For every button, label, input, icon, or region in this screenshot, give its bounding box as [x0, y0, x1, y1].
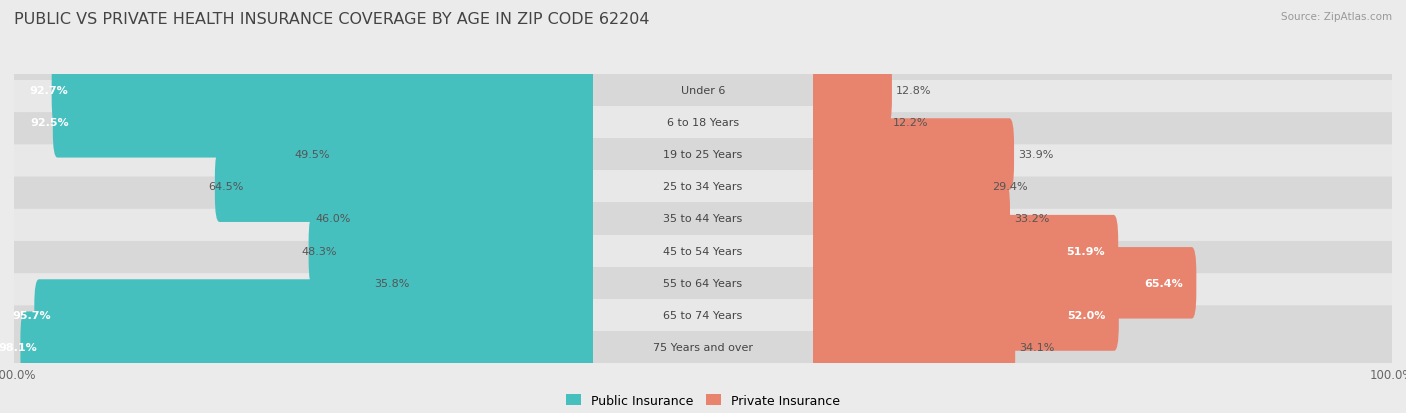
FancyBboxPatch shape: [808, 49, 1396, 132]
FancyBboxPatch shape: [808, 183, 1010, 254]
FancyBboxPatch shape: [808, 151, 988, 223]
FancyBboxPatch shape: [10, 49, 598, 132]
FancyBboxPatch shape: [10, 177, 598, 261]
FancyBboxPatch shape: [309, 215, 598, 287]
FancyBboxPatch shape: [593, 107, 813, 139]
FancyBboxPatch shape: [808, 55, 891, 126]
FancyBboxPatch shape: [808, 81, 1396, 164]
FancyBboxPatch shape: [808, 273, 1396, 357]
Text: 55 to 64 Years: 55 to 64 Years: [664, 278, 742, 288]
Text: 92.5%: 92.5%: [31, 118, 69, 128]
FancyBboxPatch shape: [322, 183, 598, 254]
Legend: Public Insurance, Private Insurance: Public Insurance, Private Insurance: [567, 394, 839, 407]
Text: Under 6: Under 6: [681, 85, 725, 95]
Text: 51.9%: 51.9%: [1066, 246, 1105, 256]
Text: 29.4%: 29.4%: [993, 182, 1028, 192]
FancyBboxPatch shape: [302, 119, 598, 190]
FancyBboxPatch shape: [52, 55, 598, 126]
Text: 92.7%: 92.7%: [30, 85, 67, 95]
FancyBboxPatch shape: [808, 209, 1396, 293]
FancyBboxPatch shape: [593, 74, 813, 107]
Text: 34.1%: 34.1%: [1019, 342, 1054, 352]
FancyBboxPatch shape: [10, 273, 598, 357]
Text: 19 to 25 Years: 19 to 25 Years: [664, 150, 742, 160]
FancyBboxPatch shape: [10, 145, 598, 228]
Text: 35 to 44 Years: 35 to 44 Years: [664, 214, 742, 224]
FancyBboxPatch shape: [808, 247, 1197, 319]
Text: 12.8%: 12.8%: [896, 85, 932, 95]
Text: 45 to 54 Years: 45 to 54 Years: [664, 246, 742, 256]
FancyBboxPatch shape: [808, 312, 1015, 383]
Text: 33.2%: 33.2%: [1014, 214, 1049, 224]
Text: 35.8%: 35.8%: [374, 278, 409, 288]
FancyBboxPatch shape: [808, 113, 1396, 197]
Text: 49.5%: 49.5%: [295, 150, 330, 160]
Text: PUBLIC VS PRIVATE HEALTH INSURANCE COVERAGE BY AGE IN ZIP CODE 62204: PUBLIC VS PRIVATE HEALTH INSURANCE COVER…: [14, 12, 650, 27]
FancyBboxPatch shape: [593, 171, 813, 203]
FancyBboxPatch shape: [381, 247, 598, 319]
FancyBboxPatch shape: [808, 119, 1014, 190]
Text: 46.0%: 46.0%: [315, 214, 350, 224]
Text: 52.0%: 52.0%: [1067, 310, 1105, 320]
Text: 48.3%: 48.3%: [302, 246, 337, 256]
FancyBboxPatch shape: [808, 145, 1396, 228]
FancyBboxPatch shape: [808, 177, 1396, 261]
Text: Source: ZipAtlas.com: Source: ZipAtlas.com: [1281, 12, 1392, 22]
Text: 65 to 74 Years: 65 to 74 Years: [664, 310, 742, 320]
FancyBboxPatch shape: [10, 241, 598, 325]
Text: 64.5%: 64.5%: [208, 182, 243, 192]
FancyBboxPatch shape: [808, 306, 1396, 389]
Text: 6 to 18 Years: 6 to 18 Years: [666, 118, 740, 128]
FancyBboxPatch shape: [593, 299, 813, 331]
FancyBboxPatch shape: [808, 215, 1118, 287]
FancyBboxPatch shape: [593, 235, 813, 267]
FancyBboxPatch shape: [10, 306, 598, 389]
FancyBboxPatch shape: [215, 151, 598, 223]
FancyBboxPatch shape: [593, 203, 813, 235]
FancyBboxPatch shape: [593, 267, 813, 299]
Text: 75 Years and over: 75 Years and over: [652, 342, 754, 352]
FancyBboxPatch shape: [808, 87, 889, 158]
FancyBboxPatch shape: [10, 209, 598, 293]
Text: 98.1%: 98.1%: [0, 342, 37, 352]
FancyBboxPatch shape: [10, 113, 598, 197]
Text: 25 to 34 Years: 25 to 34 Years: [664, 182, 742, 192]
FancyBboxPatch shape: [593, 139, 813, 171]
FancyBboxPatch shape: [808, 241, 1396, 325]
Text: 65.4%: 65.4%: [1144, 278, 1182, 288]
Text: 33.9%: 33.9%: [1018, 150, 1053, 160]
FancyBboxPatch shape: [21, 312, 598, 383]
Text: 12.2%: 12.2%: [893, 118, 928, 128]
Text: 95.7%: 95.7%: [11, 310, 51, 320]
FancyBboxPatch shape: [593, 331, 813, 363]
FancyBboxPatch shape: [10, 81, 598, 164]
FancyBboxPatch shape: [34, 280, 598, 351]
FancyBboxPatch shape: [808, 280, 1119, 351]
FancyBboxPatch shape: [53, 87, 598, 158]
